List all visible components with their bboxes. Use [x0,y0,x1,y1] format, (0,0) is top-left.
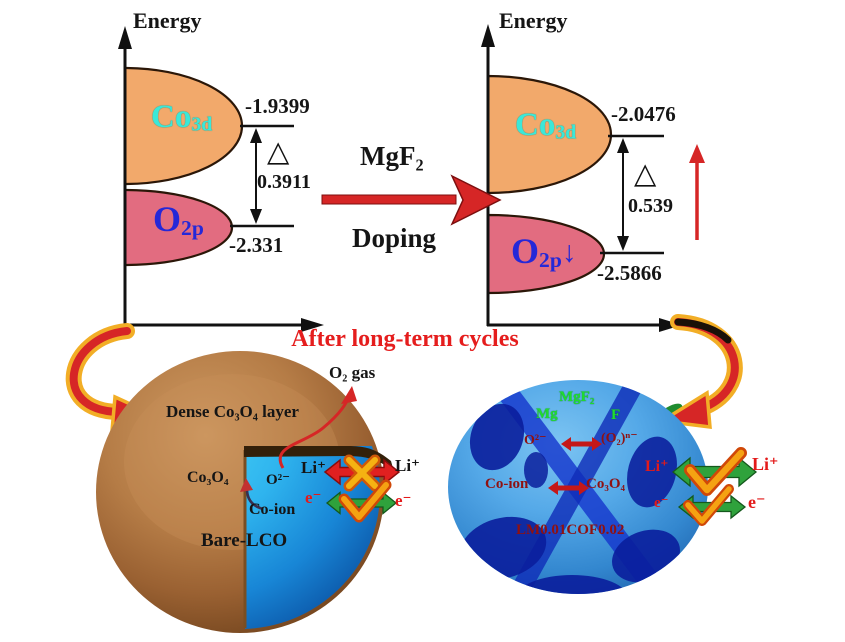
right-f-label: F [611,407,621,423]
left-x-axis-arrow [301,318,324,332]
doped-sphere [448,380,708,594]
e-allowed-arrow-left [325,479,398,523]
right-dos-diagram [481,24,705,332]
left-o2minus-label: O²⁻ [266,472,291,488]
left-co3d-lobe [123,66,244,186]
right-gap-arrow-top [617,138,629,153]
lco-core-blue [245,446,380,629]
right-mg-label: Mg [536,406,558,422]
right-co-ion-label: Co-ion [485,476,529,492]
e-allowed-arrow-right [677,484,747,526]
left-dos-diagram [118,26,324,332]
bare-lco-label: Bare-LCO [201,530,288,551]
left-o2p-main: O [153,199,182,239]
left-co3d-label: Co3d [151,101,212,135]
left-gap-arrow-top [250,128,262,143]
left-co3d-main: Co [151,99,192,135]
o2-gas-arrowhead [341,386,357,404]
left-delta-value: 0.3911 [257,171,311,193]
o2p-down-arrow: ↓ [561,236,577,269]
left-o2p-lobe [123,188,234,267]
left-co-ion-label: Co-ion [249,501,296,518]
left-li-outside-label: Li⁺ [395,456,421,475]
right-electron-outside-label: e⁻ [748,492,766,512]
transition-bottom-label: Doping [352,223,437,253]
right-y-axis-arrow [481,24,495,47]
left-axis-label: Energy [133,8,202,33]
left-co3d-sub: 3d [191,113,213,136]
right-o2p-main: O [511,231,540,271]
right-delta-value: 0.539 [628,195,673,217]
o2-exchange-arrow [561,437,602,451]
left-co3o4-label: Co₃O₄ [187,469,229,486]
co-ion-arrow [245,488,264,511]
left-y-axis-arrow [118,26,132,49]
right-gap-arrow-bottom [617,236,629,251]
left-o2p-level-value: -2.331 [229,233,284,257]
sample-name-label: LM0.01COF0.02 [516,522,625,538]
right-peroxide-label: (O₂)ⁿ⁻ [601,431,638,446]
left-gap-arrow-bottom [250,209,262,224]
right-delta-symbol: △ [634,158,657,190]
doping-arrow [321,174,502,226]
check-mark [683,484,734,526]
right-li-outside-label: Li⁺ [752,454,779,474]
check-mark [684,447,747,496]
o2-gas-arrow [278,392,353,469]
co-ion-arrowhead [240,478,253,492]
x-mark [343,454,381,492]
right-o2minus-label: O²⁻ [524,433,547,448]
right-o2p-label: O2p↓ [511,233,577,271]
left-o2p-label: O2p [153,201,204,239]
right-o2p-lobe [486,213,606,295]
left-electron-inside-label: e⁻ [305,488,322,507]
right-co3d-level-value: -2.0476 [611,102,676,126]
o2-gas-label: O₂ gas [329,363,376,382]
right-co3o4-label: Co₃O₄ [586,476,625,492]
li-allowed-arrow-right [671,447,758,496]
right-axis-label: Energy [499,8,568,33]
check-mark [338,479,392,523]
left-o2p-sub: 2p [181,215,204,240]
after-cycles-banner: After long-term cycles [291,326,519,352]
dense-layer-label: Dense Co₃O₄ layer [166,402,299,421]
right-o2p-level-value: -2.5866 [597,261,662,285]
right-co3d-label: Co3d [515,109,576,143]
energy-up-arrow-head [689,144,705,163]
li-blocked-arrow [323,454,401,492]
left-co3d-level-value: -1.9399 [245,94,310,118]
right-x-axis-arrow [659,318,682,332]
coion-exchange-arrow [548,481,589,495]
left-electron-outside-label: e⁻ [395,491,412,510]
right-o2p-sub: 2p [539,247,562,272]
bare-lco-sphere [96,351,394,633]
right-electron-inside-label: e⁻ [654,495,669,511]
right-li-inside-label: Li⁺ [645,458,669,475]
right-co3d-sub: 3d [555,121,577,144]
right-mgf2-label: MgF₂ [559,389,595,405]
transition-top-label: MgF₂ [360,141,424,171]
left-li-inside-label: Li⁺ [301,458,327,477]
right-co3d-main: Co [515,107,556,143]
left-delta-symbol: △ [267,136,290,168]
